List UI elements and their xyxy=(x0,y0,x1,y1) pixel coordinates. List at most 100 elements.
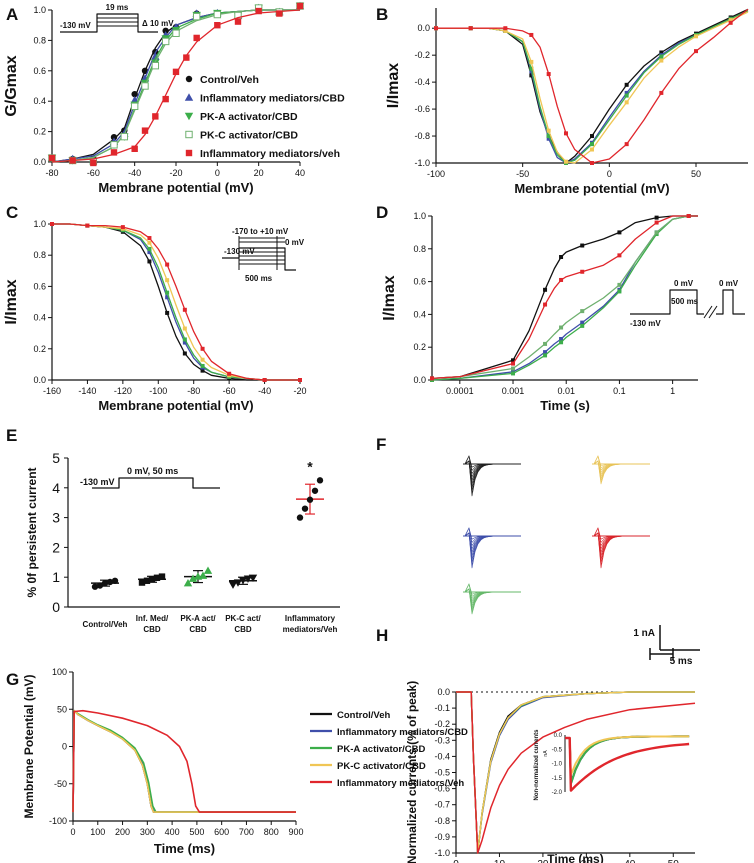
data-point xyxy=(255,7,262,15)
data-point xyxy=(90,159,97,167)
data-point xyxy=(162,27,169,34)
data-point xyxy=(580,243,585,248)
y-tick-label: 0.0 xyxy=(417,23,430,33)
current-trace xyxy=(464,455,521,468)
protocol-pulse-label: 0 mV, 50 ms xyxy=(127,466,178,476)
protocol-duration-label: 500 ms xyxy=(245,274,273,283)
data-point xyxy=(101,579,109,587)
x-tick-label: -40 xyxy=(258,386,271,396)
data-point xyxy=(580,320,585,325)
current-trace xyxy=(464,588,522,615)
x-tick-label: 0.1 xyxy=(613,386,626,396)
data-point xyxy=(91,583,99,590)
y-tick-label: -100 xyxy=(49,816,67,826)
data-point xyxy=(654,230,659,235)
y-tick-label: 0.2 xyxy=(33,344,46,354)
inset-trace xyxy=(565,735,690,776)
data-point xyxy=(694,34,698,39)
x-tick-label: 20 xyxy=(254,168,264,178)
data-point xyxy=(590,134,594,139)
x-tick-label: -40 xyxy=(128,168,141,178)
x-tick-label: 50 xyxy=(668,859,680,863)
data-point xyxy=(172,29,180,37)
y-axis-label: I/Imax xyxy=(3,279,20,324)
y-axis-label: Normalized currents (% of peak) xyxy=(405,681,419,863)
y-tick-label: -1.0 xyxy=(434,848,450,858)
data-point xyxy=(152,113,159,120)
data-point xyxy=(617,253,622,258)
legend-marker xyxy=(185,130,193,139)
y-tick-label: 0.6 xyxy=(33,66,46,76)
data-point xyxy=(316,477,324,484)
category-label: Control/Veh xyxy=(83,620,128,629)
data-point xyxy=(580,269,585,274)
data-point xyxy=(543,287,548,292)
x-tick-label: 800 xyxy=(264,827,279,837)
scale-time-label: 5 ms xyxy=(670,656,693,667)
x-tick-label: -50 xyxy=(516,169,529,179)
series-line xyxy=(436,8,749,164)
y-tick-label: -0.2 xyxy=(434,719,450,729)
x-axis-label: Time (ms) xyxy=(154,841,215,856)
current-trace xyxy=(464,532,522,569)
data-point xyxy=(590,161,594,165)
data-point xyxy=(183,578,193,587)
data-point xyxy=(214,22,221,29)
data-point xyxy=(686,214,691,218)
category-label: Inflammatory xyxy=(285,614,336,623)
x-tick-label: 200 xyxy=(115,827,130,837)
data-point xyxy=(147,250,152,255)
protocol-range-label: -170 to +10 mV xyxy=(232,227,289,236)
protocol-test-label: 0 mV xyxy=(719,279,739,288)
data-point xyxy=(138,579,146,586)
series-line xyxy=(51,9,301,163)
data-point xyxy=(162,95,169,103)
protocol-hold-label: -130 mV xyxy=(80,477,115,487)
data-point xyxy=(165,262,170,267)
data-point xyxy=(165,310,170,315)
inset-trace xyxy=(565,736,690,792)
x-axis-label: Membrane potential (mV) xyxy=(514,181,669,196)
x-tick-label: 40 xyxy=(295,168,305,178)
data-point xyxy=(262,378,267,382)
panel-letter-b: B xyxy=(376,5,388,24)
current-trace xyxy=(593,455,650,469)
data-point xyxy=(296,2,304,10)
data-point xyxy=(434,26,438,31)
data-point xyxy=(234,18,242,25)
data-point xyxy=(296,514,304,521)
data-point xyxy=(158,573,166,580)
current-trace xyxy=(593,460,651,485)
current-trace xyxy=(464,455,521,474)
current-trace xyxy=(593,527,650,546)
data-point xyxy=(165,295,170,300)
category-label: Inf. Med/ xyxy=(136,614,169,623)
data-point xyxy=(529,59,534,64)
panel-letter-g: G xyxy=(6,670,19,689)
y-tick-label: 1 xyxy=(52,569,60,585)
x-tick-label: 400 xyxy=(165,827,180,837)
current-trace xyxy=(593,527,650,540)
data-point xyxy=(564,159,568,164)
y-tick-label: -0.6 xyxy=(434,784,450,794)
current-trace xyxy=(464,583,521,595)
series-line xyxy=(72,709,296,813)
legend-marker xyxy=(185,149,193,157)
legend-entry: Control/Veh xyxy=(337,710,391,721)
panel-letter-e: E xyxy=(6,426,17,445)
data-point xyxy=(546,136,551,141)
data-point xyxy=(182,340,187,345)
legend-entry: Inflammatory mediators/Veh xyxy=(337,778,464,789)
data-point xyxy=(559,337,564,341)
x-tick-label: 0 xyxy=(70,827,75,837)
data-point xyxy=(153,574,161,581)
current-trace xyxy=(464,527,521,543)
y-tick-label: 0.2 xyxy=(413,342,426,352)
x-tick-label: -20 xyxy=(169,168,182,178)
data-point xyxy=(728,18,733,23)
category-label: mediators/Veh xyxy=(283,625,338,634)
data-point xyxy=(182,307,187,312)
series-line xyxy=(431,215,698,380)
protocol-trace xyxy=(92,477,220,489)
